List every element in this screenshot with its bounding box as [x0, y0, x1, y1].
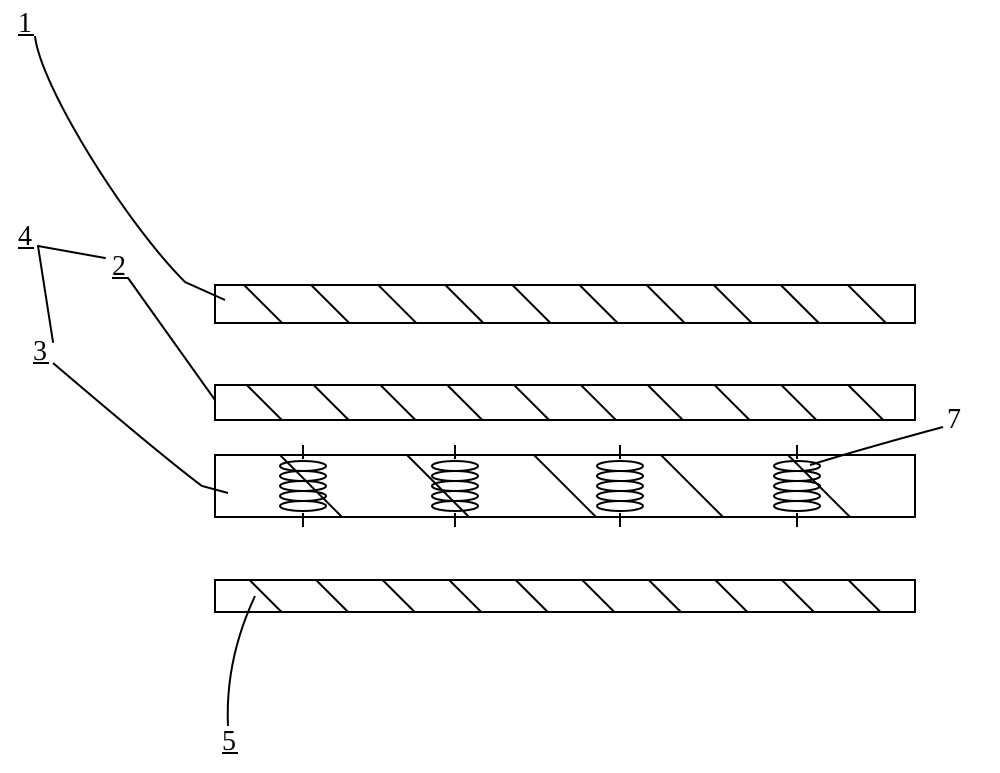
layer-1 — [215, 285, 915, 323]
leader-4-to-3 — [38, 246, 53, 342]
layer-5 — [215, 580, 915, 612]
leader-1 — [35, 36, 225, 300]
callout-label-7: 7 — [947, 404, 961, 435]
leader-2 — [128, 278, 215, 400]
layer-2 — [215, 385, 915, 420]
spring-icon — [280, 445, 326, 527]
leader-7 — [810, 427, 943, 465]
layer-3-springs — [215, 445, 915, 527]
leader-4-to-2 — [38, 246, 105, 258]
spring-icon — [774, 445, 820, 527]
spring-icon — [597, 445, 643, 527]
leader-5 — [228, 596, 255, 726]
